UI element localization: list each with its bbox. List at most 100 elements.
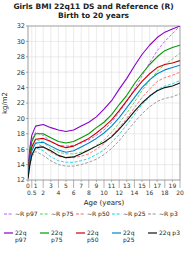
legend-swatch — [76, 214, 85, 215]
tick — [31, 180, 32, 188]
legend-swatch — [148, 214, 157, 215]
legend-label-line: p50 — [87, 236, 99, 244]
axes: 121416182022242628303200.512345678910111… — [17, 22, 184, 196]
series-line — [28, 94, 180, 179]
series-line — [28, 45, 180, 172]
grid-line — [149, 26, 150, 180]
series-line — [28, 26, 180, 171]
tick-label: 8 — [87, 189, 91, 196]
grid-line — [119, 26, 120, 180]
legend-label-line: 22q p3 — [159, 229, 180, 237]
legend-label: ~R p97 — [15, 210, 38, 218]
tick — [119, 180, 120, 188]
tick-label: 30 — [17, 38, 25, 46]
legend-swatch — [112, 232, 121, 233]
tick-label: 26 — [17, 69, 25, 77]
tick — [104, 180, 105, 188]
x-axis-label: Age (years) — [84, 199, 125, 207]
tick-label: 3 — [49, 182, 53, 189]
legend-swatch — [4, 232, 13, 233]
tick-label: 24 — [17, 84, 25, 92]
legend-label-line: ~R p3 — [159, 210, 178, 218]
tick-label: 7 — [79, 182, 83, 189]
grid-line — [58, 26, 59, 180]
title: Girls BMI 22q11 DS and Reference (R)Birt… — [13, 2, 173, 20]
legend-label: 22q p3 — [159, 229, 180, 237]
tick-label: 32 — [17, 22, 25, 30]
tick-label: 16 — [146, 189, 154, 196]
tick — [58, 180, 59, 188]
grid-line — [164, 26, 165, 180]
legend-label: ~R p75 — [51, 210, 74, 218]
y-axis-label: kg/m2 — [1, 92, 9, 114]
chart: Girls BMI 22q11 DS and Reference (R)Birt… — [0, 0, 187, 270]
tick-label: 13 — [123, 182, 131, 189]
legend-label-line: ~R p75 — [51, 210, 74, 218]
grid-line — [172, 26, 173, 180]
legend-swatch — [40, 232, 49, 233]
tick-label: 14 — [131, 189, 139, 196]
tick-label: 0.5 — [27, 189, 37, 196]
grid-line — [96, 26, 97, 180]
series-group — [28, 26, 180, 179]
legend-swatch — [76, 232, 85, 233]
tick-label: 9 — [94, 182, 98, 189]
grid-line — [88, 26, 89, 180]
grid — [28, 26, 180, 180]
grid-line — [157, 26, 158, 180]
tick-label: 19 — [169, 182, 177, 189]
legend-label-line: ~R p25 — [123, 210, 146, 218]
legend-label-line: p97 — [15, 236, 27, 244]
legend-label: 22qp97 — [15, 229, 27, 244]
legend-label: ~R p25 — [123, 210, 146, 218]
legend: ~R p9722qp97~R p7522qp75~R p5022qp50~R p… — [4, 210, 180, 244]
grid-line — [111, 26, 112, 180]
series-line — [28, 65, 180, 176]
tick-label: 17 — [153, 182, 161, 189]
legend-swatch — [4, 214, 13, 215]
tick-label: 18 — [17, 130, 25, 138]
tick-label: 10 — [100, 189, 108, 196]
title-line: Birth to 20 years — [58, 11, 130, 20]
tick-label: 4 — [56, 189, 60, 196]
title-line: Girls BMI 22q11 DS and Reference (R) — [13, 2, 173, 11]
legend-swatch — [148, 232, 157, 233]
tick-label: 28 — [17, 53, 25, 61]
tick-label: 6 — [72, 189, 76, 196]
tick-label: 2 — [41, 189, 45, 196]
tick-label: 20 — [176, 189, 184, 196]
legend-label-line: ~R p97 — [15, 210, 38, 218]
tick-label: 22 — [17, 99, 25, 107]
grid-line — [66, 26, 67, 180]
legend-label-line: ~R p50 — [87, 210, 110, 218]
tick — [180, 180, 181, 188]
legend-label-line: p75 — [51, 236, 63, 244]
grid-line — [81, 26, 82, 180]
legend-swatch — [40, 214, 49, 215]
tick-label: 1 — [34, 182, 38, 189]
plot-area — [28, 26, 180, 180]
grid-line — [104, 26, 105, 180]
series-line — [28, 72, 180, 174]
tick — [73, 180, 74, 188]
tick-label: 20 — [17, 115, 25, 123]
legend-label-line: p25 — [123, 236, 135, 244]
grid-line — [35, 26, 36, 180]
series-line — [28, 83, 180, 178]
grid-line — [126, 26, 127, 180]
plot-frame — [28, 26, 180, 180]
tick-label: 5 — [64, 182, 68, 189]
series-line — [28, 26, 180, 169]
legend-label: 22qp75 — [51, 229, 63, 244]
tick-label: 18 — [161, 189, 169, 196]
tick — [134, 180, 135, 188]
legend-label: 22qp25 — [123, 229, 135, 244]
tick-label: 11 — [108, 182, 116, 189]
legend-swatch — [112, 214, 121, 215]
grid-line — [43, 26, 44, 180]
legend-label: ~R p50 — [87, 210, 110, 218]
tick — [88, 180, 89, 188]
tick-label: 16 — [17, 146, 25, 154]
tick — [43, 180, 44, 188]
tick-label: 14 — [17, 161, 25, 169]
